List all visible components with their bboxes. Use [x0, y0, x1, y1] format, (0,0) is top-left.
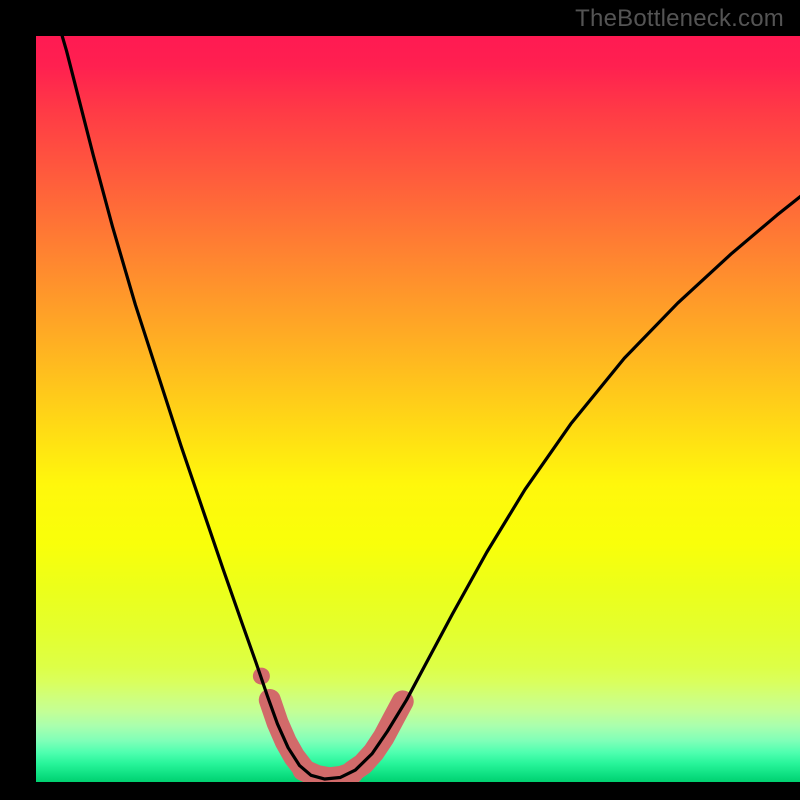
watermark-text: TheBottleneck.com: [575, 5, 784, 33]
plot-area: [36, 36, 800, 782]
plot-svg: [36, 36, 800, 782]
highlight-segment-left: [270, 700, 304, 769]
highlight-segment-right: [352, 701, 402, 771]
chart-container: TheBottleneck.com: [0, 0, 800, 800]
bottleneck-curve: [59, 36, 800, 779]
